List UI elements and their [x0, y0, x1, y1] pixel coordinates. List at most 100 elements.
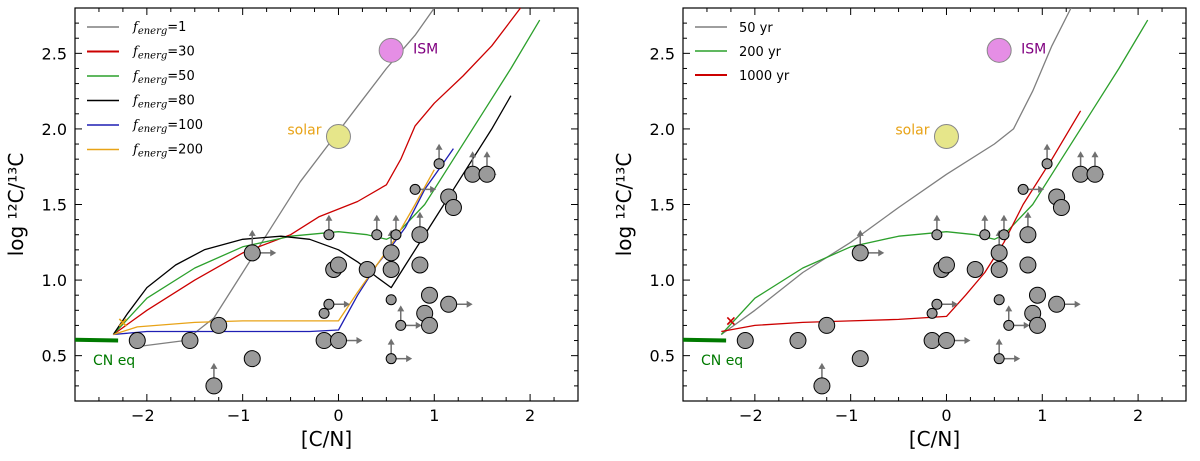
- legend-label: 1000 yr: [739, 69, 790, 84]
- x-tick-label: 2: [525, 406, 535, 425]
- observation-point: [444, 199, 462, 217]
- legend-label-subscript: energ: [138, 51, 167, 62]
- series-line-1000-yr: [721, 110, 1082, 333]
- limit-arrow-head: [1043, 143, 1051, 150]
- reference-point-ism: [378, 37, 404, 63]
- x-tick-label: 1: [1037, 406, 1047, 425]
- observation-point: [937, 256, 955, 274]
- observation-point: [390, 229, 402, 241]
- observation-point: [409, 183, 421, 195]
- x-tick-label: 0: [333, 406, 343, 425]
- x-axis-label: [C/N]: [909, 427, 960, 451]
- limit-arrow-head: [435, 143, 443, 150]
- observation-point: [1048, 295, 1066, 313]
- start-marker: ×: [117, 315, 129, 331]
- observation-point: [128, 332, 146, 350]
- x-tick-label: 0: [941, 406, 951, 425]
- legend-entry: fenerg=80: [87, 94, 195, 111]
- observation-point: [1003, 319, 1015, 331]
- limit-arrow-head: [343, 300, 350, 308]
- observation-point: [926, 307, 938, 319]
- legend-entry: fenerg=1: [87, 20, 186, 37]
- right-panel: −2 −1 0 1 2 0.5 1.0 1.5 2.0 2.5 [C/N] log ¹²C/¹³C CN…: [612, 7, 1187, 451]
- left-panel: −2 −1 0 1 2 0.5 1.0 1.5 2.0 2.5 [C/N] log ¹²C/¹³C CN…: [4, 7, 579, 451]
- observation-point: [990, 244, 1008, 262]
- limit-arrow-head: [248, 229, 256, 236]
- observation-point: [411, 256, 429, 274]
- cn-eq-line: [683, 337, 727, 343]
- reference-label-ism: ISM: [1021, 41, 1046, 57]
- cn-eq-label: CN eq: [93, 353, 135, 369]
- observation-point: [385, 353, 397, 365]
- observation-point: [385, 294, 397, 306]
- observation-point: [205, 377, 223, 395]
- observation-point: [329, 256, 347, 274]
- observation-point: [851, 350, 869, 368]
- observation-point: [323, 229, 335, 241]
- observation-point: [382, 244, 400, 262]
- legend-label-symbol: f: [132, 45, 140, 60]
- legend-entry: 1000 yr: [695, 69, 790, 84]
- legend-entry: 200 yr: [695, 45, 782, 60]
- x-tick-label: −2: [739, 406, 763, 425]
- y-tick-label: 1.5: [42, 196, 67, 215]
- legend-label-value: =1: [167, 20, 186, 35]
- reference-point-solar: [933, 123, 959, 149]
- observation-point: [789, 332, 807, 350]
- observation-point: [1019, 226, 1037, 244]
- y-axis-label: log ¹²C/¹³C: [4, 153, 28, 257]
- legend-label-value: =50: [167, 69, 194, 84]
- legend-entry: fenerg=30: [87, 45, 195, 62]
- y-tick-label: 0.5: [42, 347, 67, 366]
- observation-point: [1028, 286, 1046, 304]
- limit-arrow-head: [392, 214, 400, 221]
- observation-point: [318, 307, 330, 319]
- reference-point-solar: [325, 123, 351, 149]
- observation-point: [1028, 316, 1046, 334]
- legend-entry: fenerg=50: [87, 69, 195, 86]
- limit-arrow-head: [818, 362, 826, 369]
- y-tick-label: 2.0: [42, 120, 67, 139]
- observation-point: [851, 244, 869, 262]
- x-tick-label: −2: [131, 406, 155, 425]
- observation-point: [411, 226, 429, 244]
- legend-label: 200 yr: [739, 45, 782, 60]
- limit-arrow-head: [397, 305, 405, 312]
- plot-area: [683, 8, 1149, 395]
- observation-point: [931, 298, 943, 310]
- y-axis-label: log ¹²C/¹³C: [612, 153, 636, 257]
- legend-label-symbol: f: [132, 20, 140, 35]
- limit-arrow-head: [1005, 305, 1013, 312]
- y-tick-label: 2.0: [650, 120, 675, 139]
- legend-entry: fenerg=200: [87, 143, 203, 160]
- limit-arrow-head: [1074, 300, 1081, 308]
- legend-label-value: =80: [167, 94, 194, 109]
- observation-point: [998, 229, 1010, 241]
- observation-point: [736, 332, 754, 350]
- legend-label-symbol: f: [132, 118, 140, 133]
- reference-label-solar: solar: [287, 122, 321, 138]
- limit-arrow-head: [856, 229, 864, 236]
- observation-point: [382, 260, 400, 278]
- legend-label-symbol: f: [132, 69, 140, 84]
- observation-point: [329, 332, 347, 350]
- legend-entry: fenerg=100: [87, 118, 203, 135]
- legend: fenerg=1fenerg=30fenerg=50fenerg=80fener…: [87, 20, 203, 160]
- observation-point: [993, 294, 1005, 306]
- legend-label: 50 yr: [739, 21, 773, 36]
- limit-arrow-head: [1038, 185, 1045, 193]
- legend-label-subscript: energ: [138, 100, 167, 111]
- observation-point: [315, 332, 333, 350]
- observation-point: [1086, 165, 1104, 183]
- x-tick-label: 2: [1133, 406, 1143, 425]
- legend-label: fenerg=80: [132, 94, 195, 111]
- series-line-50-yr: [720, 8, 1072, 336]
- plot-area: [75, 8, 541, 395]
- observation-point: [243, 244, 261, 262]
- observation-point: [931, 229, 943, 241]
- legend: 50 yr 200 yr 1000 yr: [695, 21, 790, 84]
- y-tick-label: 1.5: [650, 196, 675, 215]
- observation-point: [420, 286, 438, 304]
- legend-label-value: =200: [167, 143, 203, 158]
